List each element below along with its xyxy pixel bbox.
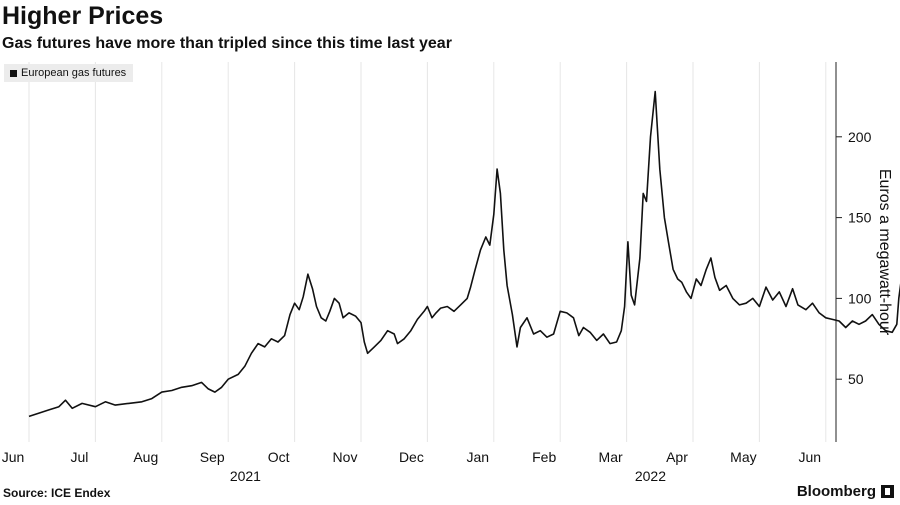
legend-label: European gas futures [21, 67, 127, 79]
x-year-label: 2022 [635, 468, 666, 484]
x-tick-label: Mar [599, 449, 623, 465]
x-tick-label: Nov [333, 449, 358, 465]
x-tick-label: Sep [200, 449, 225, 465]
y-axis-title: Euros a megawatt-hour [876, 169, 893, 336]
x-tick-label: Feb [532, 449, 556, 465]
x-tick-label: Dec [399, 449, 424, 465]
y-tick-label: 200 [848, 129, 872, 145]
source-note: Source: ICE Endex [3, 486, 111, 500]
x-year-label: 2021 [230, 468, 261, 484]
x-tick-label: Jun [799, 449, 822, 465]
legend-swatch [10, 69, 17, 77]
chart-subtitle: Gas futures have more than tripled since… [2, 35, 452, 52]
brand-name: Bloomberg [796, 483, 876, 500]
brand-logo: Bloomberg [797, 483, 894, 500]
bloomberg-badge-icon [881, 485, 894, 498]
x-tick-label: Oct [268, 449, 290, 465]
x-tick-label: Jan [467, 449, 490, 465]
x-tick-label: Apr [666, 449, 688, 465]
x-tick-label: May [730, 449, 756, 465]
chart-title: Higher Prices [2, 2, 164, 30]
y-tick-label: 50 [848, 371, 864, 387]
legend: European gas futures [4, 64, 134, 82]
x-tick-label: Jun [2, 449, 25, 465]
y-tick-label: 150 [848, 210, 872, 226]
x-tick-label: Aug [133, 449, 158, 465]
x-tick-label: Jul [70, 449, 88, 465]
y-tick-label: 100 [848, 290, 872, 306]
series-line-european-gas-futures [28, 90, 900, 418]
